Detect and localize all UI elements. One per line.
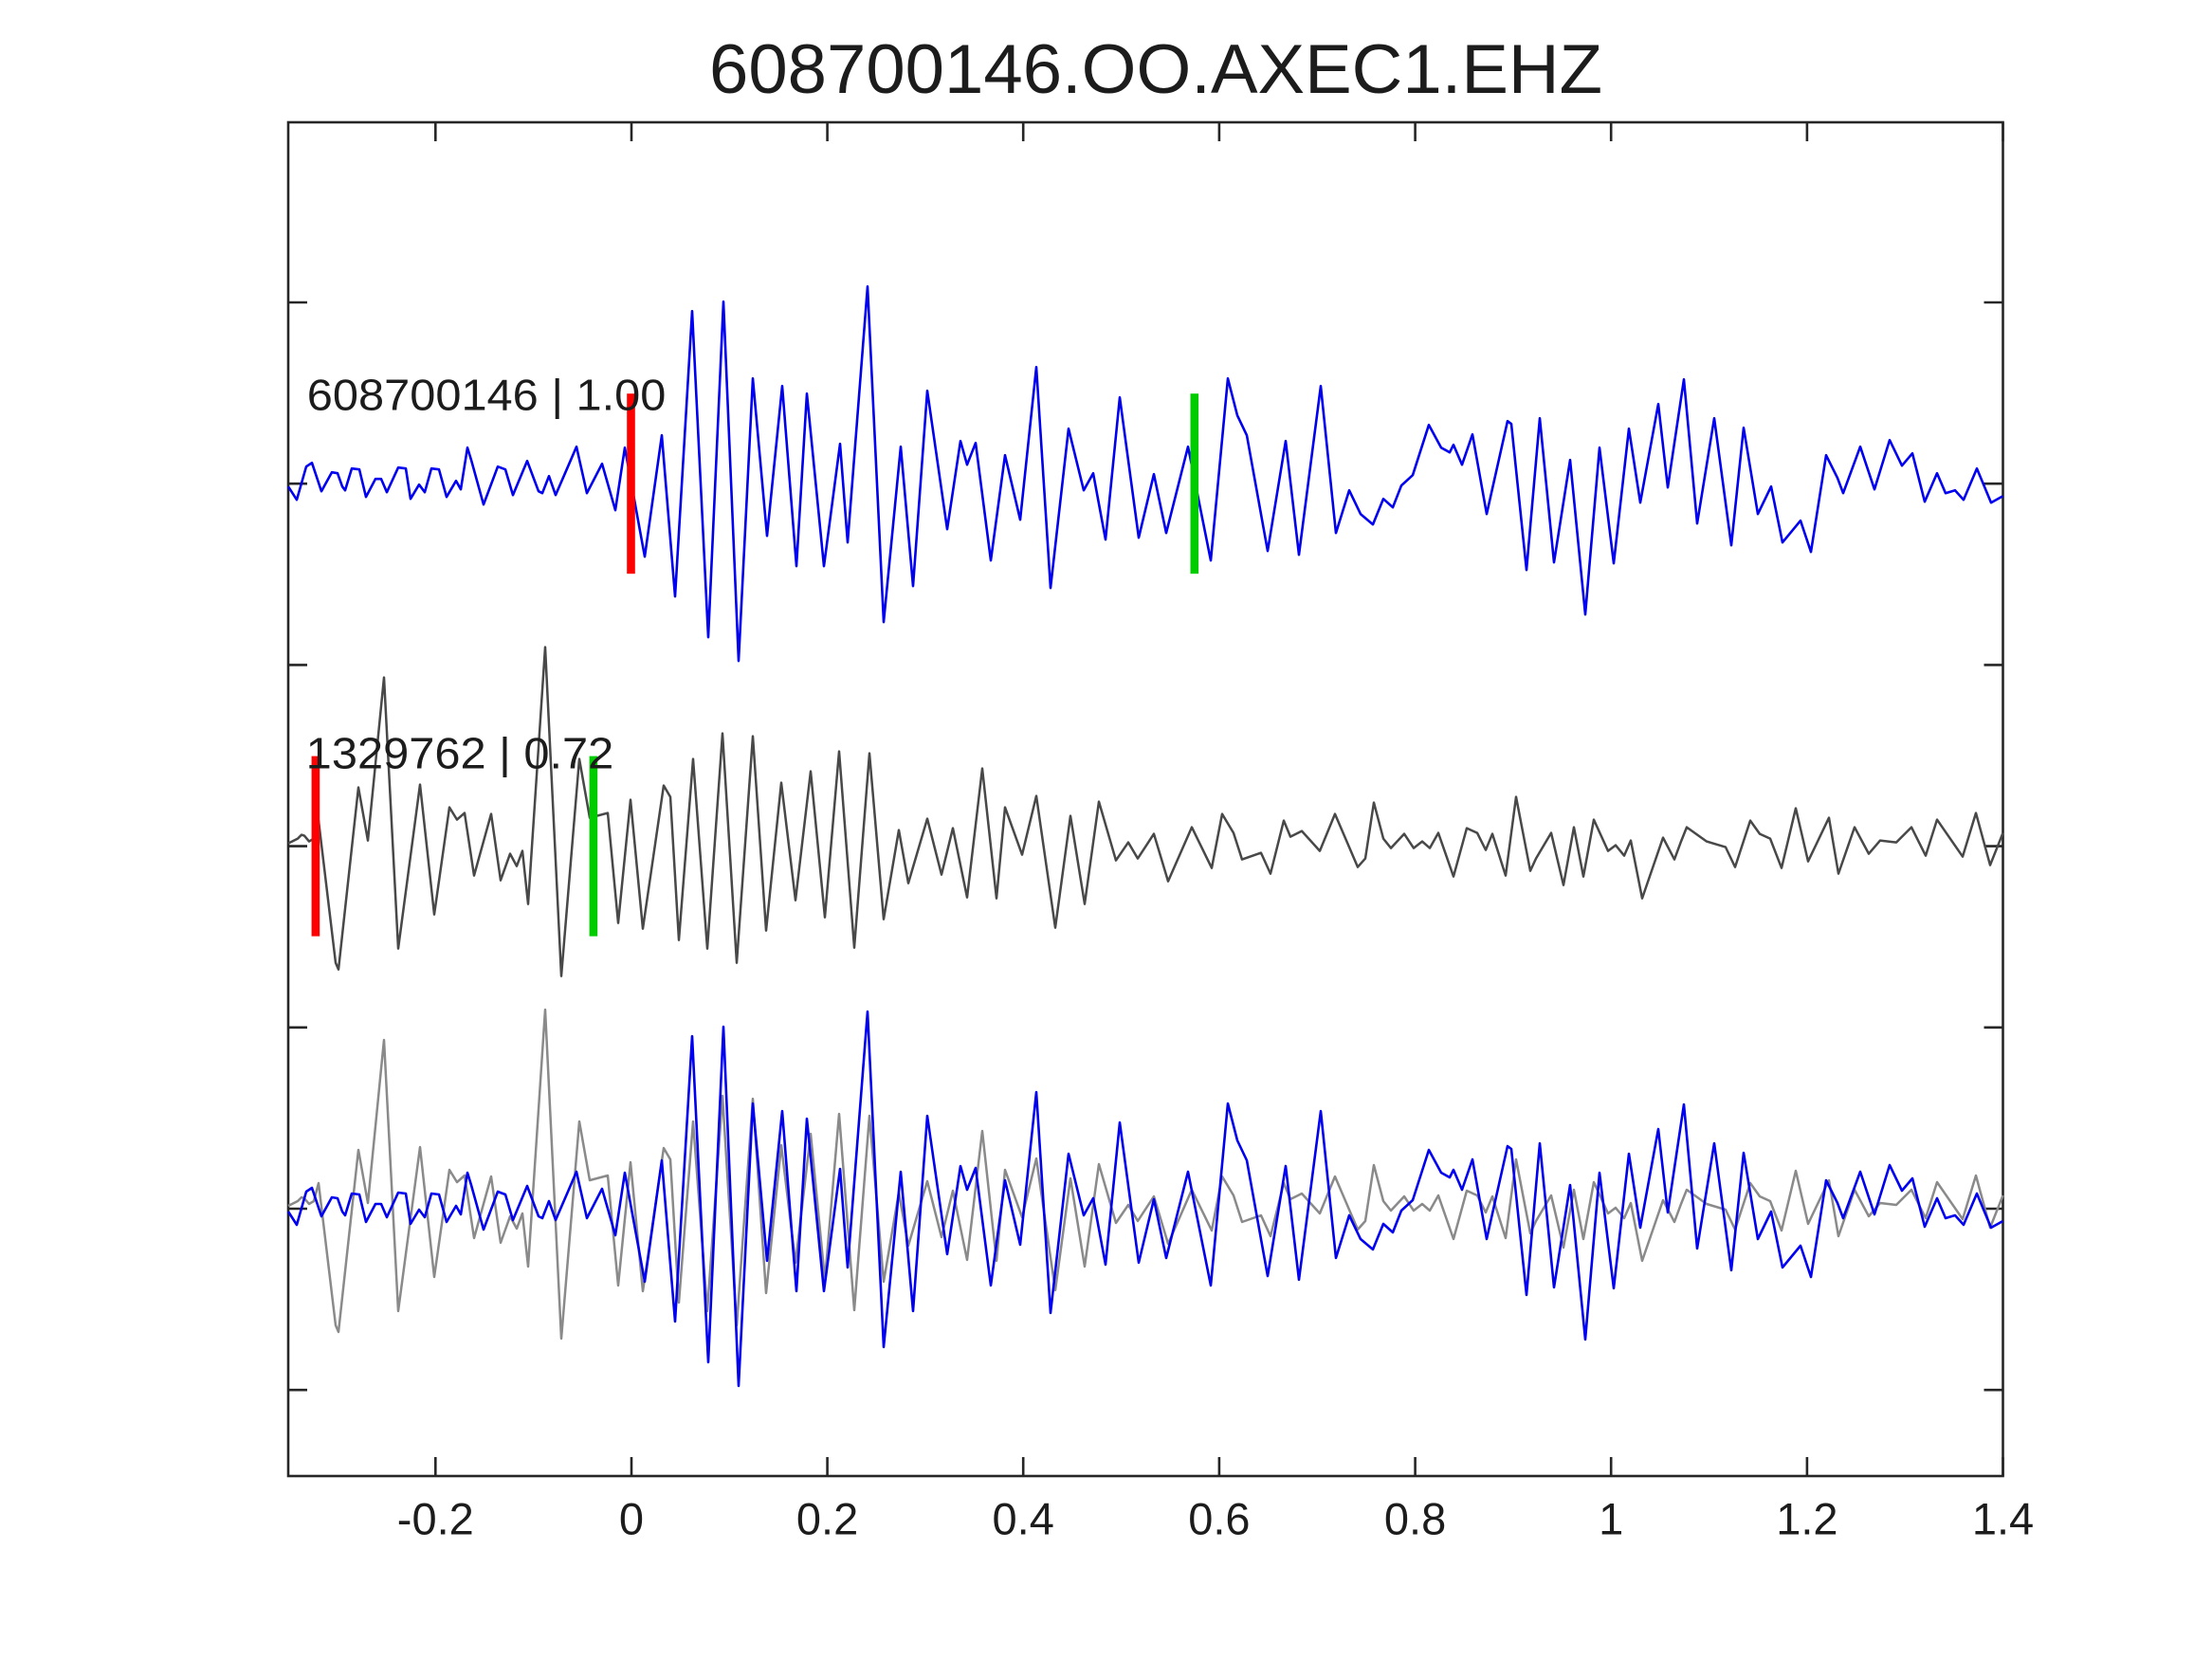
svg-text:0: 0 bbox=[619, 1493, 644, 1543]
svg-text:1: 1 bbox=[1599, 1493, 1623, 1543]
svg-text:0.6: 0.6 bbox=[1188, 1493, 1250, 1543]
svg-text:1.2: 1.2 bbox=[1776, 1493, 1837, 1543]
svg-text:608700146 | 1.00: 608700146 | 1.00 bbox=[307, 370, 667, 419]
svg-text:-0.2: -0.2 bbox=[397, 1493, 474, 1543]
svg-text:608700146.OO.AXEC1.EHZ: 608700146.OO.AXEC1.EHZ bbox=[709, 31, 1602, 108]
svg-text:0.2: 0.2 bbox=[796, 1493, 858, 1543]
svg-text:1329762 | 0.72: 1329762 | 0.72 bbox=[306, 729, 614, 778]
svg-text:0.4: 0.4 bbox=[993, 1493, 1054, 1543]
svg-text:1.4: 1.4 bbox=[1972, 1493, 2034, 1543]
svg-text:0.8: 0.8 bbox=[1384, 1493, 1446, 1543]
